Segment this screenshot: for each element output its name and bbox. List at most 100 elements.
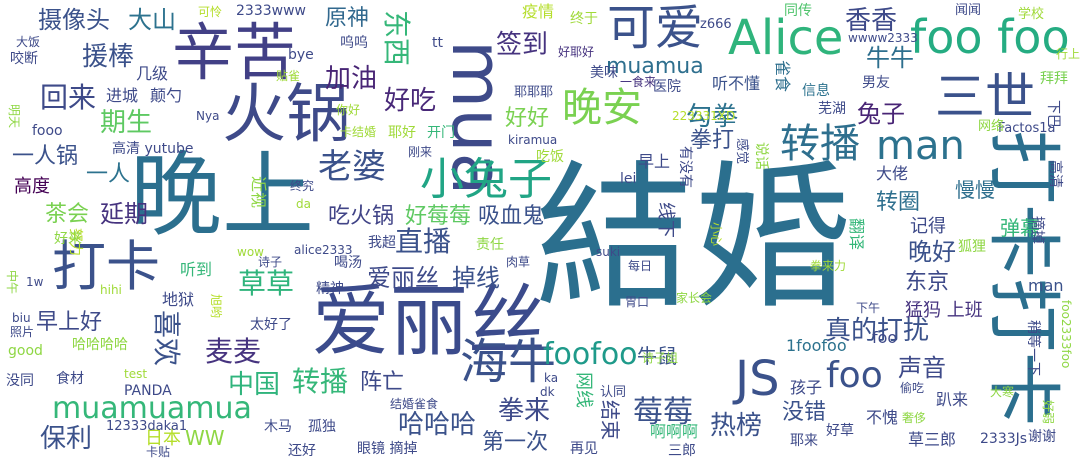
- word: 早上好: [36, 310, 103, 335]
- word: 第一次: [482, 430, 549, 455]
- word: 转圈: [876, 190, 921, 215]
- word: 1w: [26, 275, 44, 289]
- word: 东京: [905, 270, 950, 295]
- word: 太好了: [250, 317, 292, 333]
- word: 好来: [54, 231, 82, 247]
- word: 草三郎: [908, 430, 957, 449]
- word: 肉草: [506, 255, 531, 269]
- word: 哈哈哈哈: [72, 337, 128, 353]
- word: 2333Js: [980, 431, 1028, 447]
- word: Factos1a: [998, 121, 1056, 136]
- word: WW: [185, 426, 225, 450]
- word: 啊啊啊: [650, 422, 699, 441]
- word: 同传: [784, 3, 812, 19]
- word: 信息: [802, 83, 830, 99]
- word: JS: [735, 351, 780, 407]
- word: 打卡: [52, 235, 160, 298]
- word: 进城: [106, 86, 139, 105]
- word: 几级: [136, 64, 169, 83]
- word: 贴雀: [276, 69, 301, 83]
- word: 拜拜: [1040, 71, 1068, 87]
- word: 大佬: [876, 164, 909, 183]
- word: 三郎: [668, 443, 696, 459]
- word: 加油: [325, 64, 378, 94]
- word: 高度: [14, 176, 50, 197]
- word: muamua: [606, 54, 704, 79]
- word: biu: [12, 311, 31, 325]
- word: 海牛: [460, 334, 557, 390]
- word: 颠勺: [150, 86, 183, 105]
- word: 猛犸 上班: [905, 300, 983, 321]
- word: 偷吃: [900, 381, 925, 395]
- word: 一食来: [620, 75, 657, 89]
- word: 你好: [336, 103, 361, 117]
- word: wwww2333: [848, 31, 918, 45]
- word: PANDA: [124, 383, 172, 399]
- word: 回来: [40, 81, 97, 114]
- word: 火锅: [222, 78, 350, 152]
- word: 掉线: [452, 264, 500, 292]
- word: 喜欢: [150, 310, 183, 367]
- word: foo foo: [910, 10, 1070, 64]
- word: 一人: [86, 162, 131, 187]
- word: suki: [596, 245, 621, 259]
- word: 听不懂: [712, 74, 761, 93]
- word: 好好: [505, 106, 550, 131]
- word: foo2333foo: [1059, 300, 1073, 369]
- word: 网线: [573, 372, 594, 408]
- word: 大饭: [16, 35, 41, 49]
- word: 老婆: [318, 147, 386, 187]
- word: 翻译: [847, 218, 866, 251]
- word: 奢侈: [902, 411, 927, 425]
- word: 期生: [100, 108, 153, 138]
- word: foo: [872, 328, 898, 347]
- word: 狐狸: [958, 239, 986, 255]
- word: 吃火锅: [328, 204, 395, 229]
- word: 耶来: [790, 433, 818, 449]
- word: 医院: [653, 79, 681, 95]
- word: 高清: [1047, 160, 1063, 188]
- word: 1foofoo: [786, 336, 847, 355]
- word: 旭哟: [209, 294, 223, 319]
- word: wow: [237, 245, 264, 259]
- word: 每日: [628, 259, 653, 273]
- word: 学校: [1018, 7, 1045, 22]
- word: 耶好: [388, 125, 416, 141]
- word: 转播: [292, 365, 349, 398]
- word: 稍等一下: [1025, 320, 1041, 376]
- word: test: [124, 367, 148, 381]
- word: 吃饭: [536, 149, 564, 165]
- word: 食材: [56, 371, 84, 387]
- word: 不愧: [866, 408, 899, 427]
- word: 大山: [128, 6, 176, 34]
- word: 闻闻: [955, 3, 982, 18]
- word: 晚好: [908, 238, 956, 266]
- word: 热榜: [710, 411, 763, 441]
- word: 没错: [782, 400, 827, 425]
- word: 阵亡: [360, 370, 405, 395]
- word: 好耶好: [558, 45, 595, 59]
- word: 精神: [316, 281, 344, 297]
- word: 拳来: [498, 396, 551, 426]
- word: 卡贴: [146, 445, 171, 459]
- word: tt: [432, 35, 443, 51]
- word: 好弱: [1041, 400, 1055, 425]
- word: 三世: [935, 68, 1035, 126]
- word: da: [296, 197, 311, 211]
- word: 呜呜: [340, 35, 368, 51]
- word: bye: [288, 47, 314, 63]
- word: 爱丽丝: [312, 277, 547, 367]
- word: 喝汤: [334, 255, 362, 271]
- word: 咬断: [10, 51, 38, 67]
- word: 日本: [145, 428, 181, 449]
- word: 2333www: [236, 3, 306, 19]
- word: 摘掉: [1029, 216, 1045, 244]
- word: man: [1028, 276, 1064, 295]
- word: 吸血鬼: [478, 204, 545, 229]
- word: 小心: [709, 222, 723, 247]
- word: 男友: [862, 75, 890, 91]
- word: 眼镜 摘掉: [357, 441, 418, 457]
- word: 网络: [978, 119, 1005, 134]
- word: 结婚雀食: [390, 397, 439, 411]
